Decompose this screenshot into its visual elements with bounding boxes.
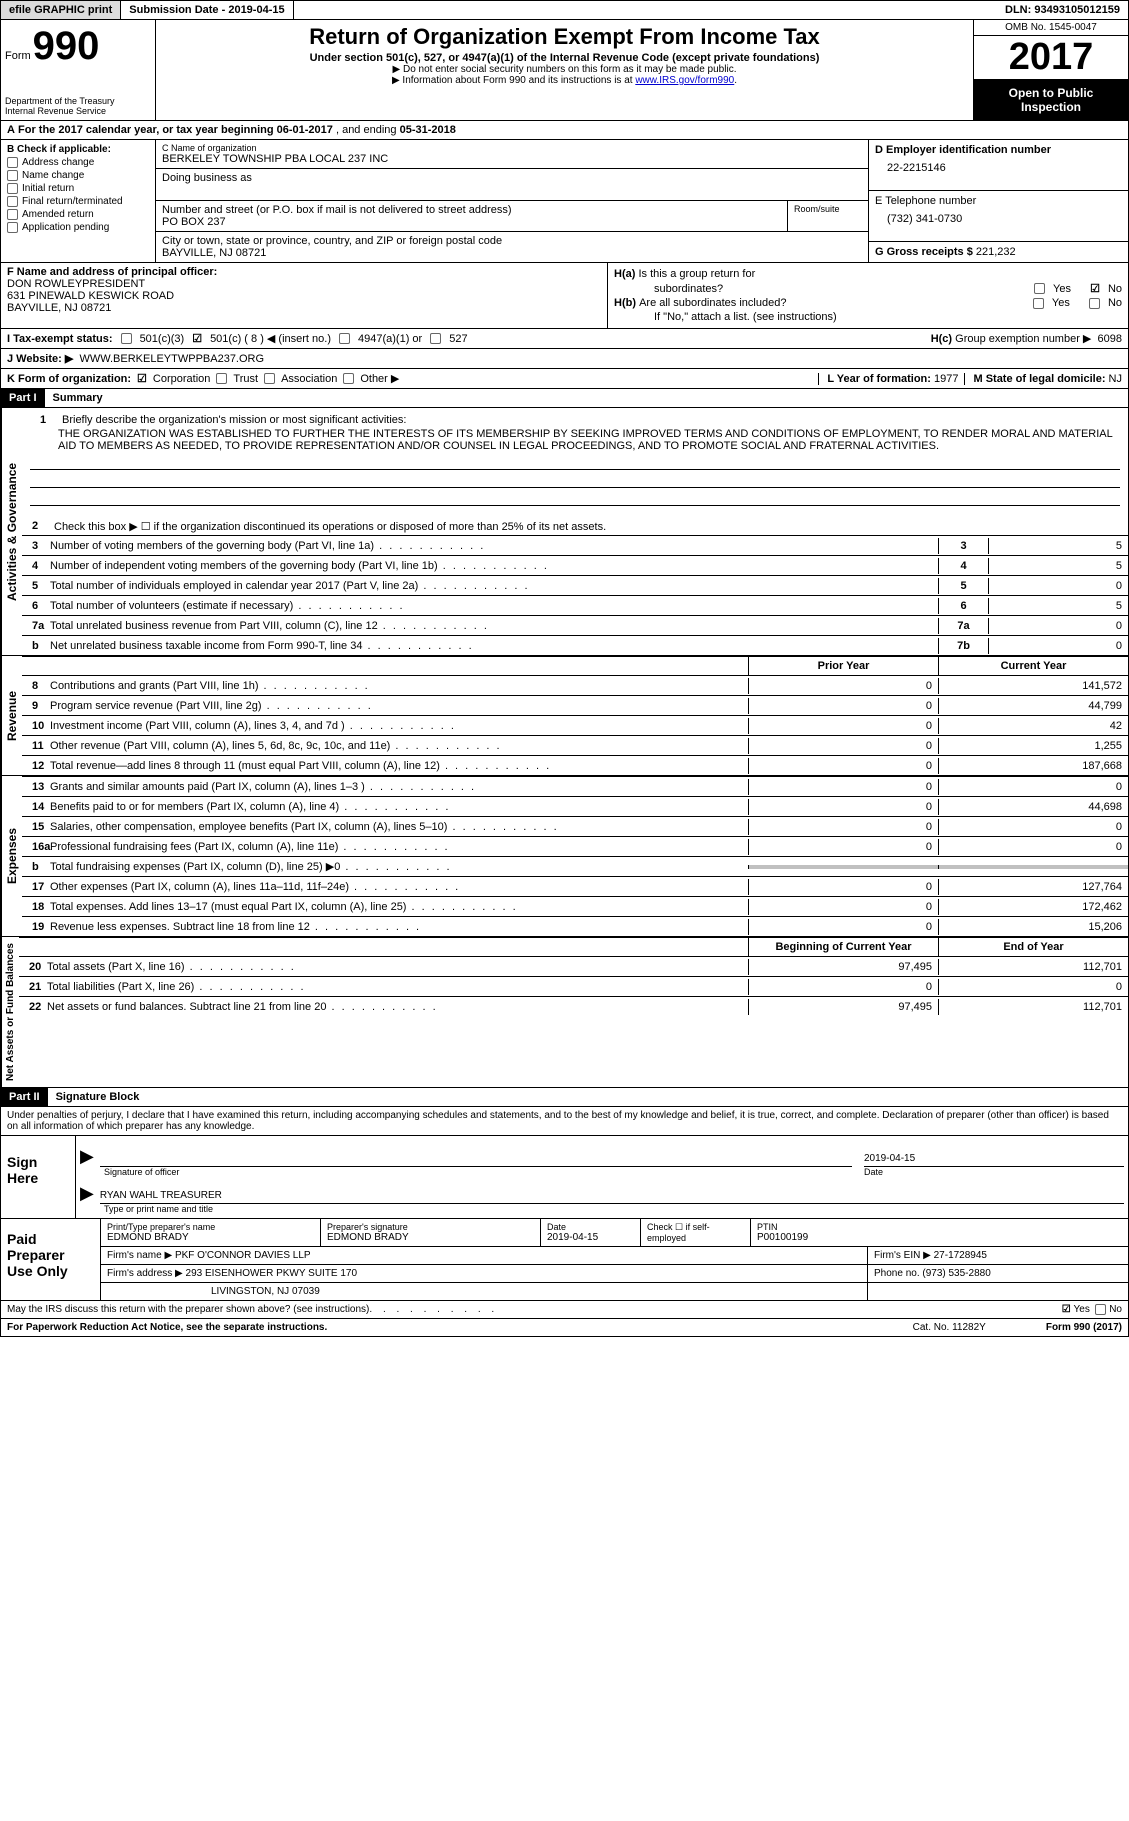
activities-governance-label: Activities & Governance bbox=[1, 408, 22, 655]
summary-line: 21Total liabilities (Part X, line 26)00 bbox=[19, 976, 1128, 996]
summary-line: 16aProfessional fundraising fees (Part I… bbox=[22, 836, 1128, 856]
summary-line: 4Number of independent voting members of… bbox=[22, 555, 1128, 575]
instruction-1: ▶ Do not enter social security numbers o… bbox=[160, 64, 969, 75]
perjury-statement: Under penalties of perjury, I declare th… bbox=[1, 1107, 1128, 1136]
principal-officer: F Name and address of principal officer:… bbox=[1, 263, 608, 328]
expenses-label: Expenses bbox=[1, 776, 22, 936]
ein-box: D Employer identification number 22-2215… bbox=[869, 140, 1128, 191]
top-bar: efile GRAPHIC print Submission Date - 20… bbox=[0, 0, 1129, 20]
summary-line: bNet unrelated business taxable income f… bbox=[22, 635, 1128, 655]
row-i-tax-status: I Tax-exempt status: 501(c)(3) ☑501(c) (… bbox=[0, 329, 1129, 349]
open-inspection: Open to Public Inspection bbox=[974, 80, 1128, 120]
checkbox[interactable] bbox=[7, 183, 18, 194]
submission-date: Submission Date - 2019-04-15 bbox=[121, 1, 293, 19]
tax-year: 2017 bbox=[974, 36, 1128, 80]
summary-line: 20Total assets (Part X, line 16)97,49511… bbox=[19, 956, 1128, 976]
paid-preparer: Paid Preparer Use Only Print/Type prepar… bbox=[1, 1218, 1128, 1300]
summary-line: 22Net assets or fund balances. Subtract … bbox=[19, 996, 1128, 1016]
sig-date: 2019-04-15 bbox=[864, 1153, 1124, 1167]
summary-line: 8Contributions and grants (Part VIII, li… bbox=[22, 675, 1128, 695]
checkbox[interactable] bbox=[1089, 298, 1100, 309]
section-f-h: F Name and address of principal officer:… bbox=[0, 263, 1129, 329]
omb-number: OMB No. 1545-0047 bbox=[974, 20, 1128, 36]
signature-block: Under penalties of perjury, I declare th… bbox=[0, 1107, 1129, 1319]
checkbox[interactable] bbox=[121, 333, 132, 344]
city-box: City or town, state or province, country… bbox=[156, 232, 868, 262]
part-1-header: Part I Summary bbox=[0, 389, 1129, 408]
h-b: H(b) Are all subordinates included? Yes … bbox=[614, 297, 1122, 309]
check-applicable: B Check if applicable: Address change Na… bbox=[1, 140, 156, 262]
form-header: Form 990 Department of the Treasury Inte… bbox=[0, 20, 1129, 121]
summary-line: 5Total number of individuals employed in… bbox=[22, 575, 1128, 595]
checkbox[interactable] bbox=[430, 333, 441, 344]
row-j-website: J Website: ▶ WWW.BERKELEYTWPPBA237.ORG bbox=[0, 349, 1129, 369]
summary-line: 18Total expenses. Add lines 13–17 (must … bbox=[22, 896, 1128, 916]
phone-box: E Telephone number (732) 341-0730 bbox=[869, 191, 1128, 242]
summary-line: 12Total revenue—add lines 8 through 11 (… bbox=[22, 755, 1128, 775]
gross-receipts: G Gross receipts $ 221,232 bbox=[869, 242, 1128, 262]
summary-line: bTotal fundraising expenses (Part IX, co… bbox=[22, 856, 1128, 876]
org-name-box: C Name of organization BERKELEY TOWNSHIP… bbox=[156, 140, 868, 169]
sign-here-label: Sign Here bbox=[1, 1136, 76, 1218]
summary-line: 19Revenue less expenses. Subtract line 1… bbox=[22, 916, 1128, 936]
checkbox[interactable] bbox=[7, 222, 18, 233]
summary-line: 9Program service revenue (Part VIII, lin… bbox=[22, 695, 1128, 715]
checkbox[interactable] bbox=[1033, 298, 1044, 309]
mission-block: 1 Briefly describe the organization's mi… bbox=[22, 408, 1128, 510]
summary-line: 10Investment income (Part VIII, column (… bbox=[22, 715, 1128, 735]
dln: DLN: 93493105012159 bbox=[997, 1, 1128, 19]
prior-current-header: Prior Year Current Year bbox=[22, 656, 1128, 675]
dba-box: Doing business as bbox=[156, 169, 868, 201]
name-title-field: RYAN WAHL TREASURER bbox=[100, 1190, 1124, 1204]
summary-line: 17Other expenses (Part IX, column (A), l… bbox=[22, 876, 1128, 896]
begin-end-header: Beginning of Current Year End of Year bbox=[19, 937, 1128, 956]
summary-line: 7aTotal unrelated business revenue from … bbox=[22, 615, 1128, 635]
room-suite: Room/suite bbox=[788, 201, 868, 231]
part-2-header: Part II Signature Block bbox=[0, 1088, 1129, 1107]
form-subtitle: Under section 501(c), 527, or 4947(a)(1)… bbox=[160, 52, 969, 64]
checkbox[interactable] bbox=[1095, 1304, 1106, 1315]
discuss-row: May the IRS discuss this return with the… bbox=[1, 1300, 1128, 1318]
checkbox[interactable] bbox=[339, 333, 350, 344]
checkbox[interactable] bbox=[343, 373, 354, 384]
instruction-2: ▶ Information about Form 990 and its ins… bbox=[160, 75, 969, 86]
checkbox[interactable] bbox=[7, 209, 18, 220]
summary-line: 6Total number of volunteers (estimate if… bbox=[22, 595, 1128, 615]
summary-line: 15Salaries, other compensation, employee… bbox=[22, 816, 1128, 836]
checkbox[interactable] bbox=[216, 373, 227, 384]
address-box: Number and street (or P.O. box if mail i… bbox=[156, 201, 788, 231]
checkbox[interactable] bbox=[7, 170, 18, 181]
summary-line: 11Other revenue (Part VIII, column (A), … bbox=[22, 735, 1128, 755]
footer: For Paperwork Reduction Act Notice, see … bbox=[0, 1319, 1129, 1337]
form-title: Return of Organization Exempt From Incom… bbox=[160, 24, 969, 50]
summary-line: 13Grants and similar amounts paid (Part … bbox=[22, 776, 1128, 796]
checkbox[interactable] bbox=[1034, 283, 1045, 294]
summary-line: 3Number of voting members of the governi… bbox=[22, 535, 1128, 555]
line-a: A For the 2017 calendar year, or tax yea… bbox=[0, 121, 1129, 140]
summary-line: 14Benefits paid to or for members (Part … bbox=[22, 796, 1128, 816]
irs-link[interactable]: www.IRS.gov/form990 bbox=[635, 75, 734, 86]
revenue-label: Revenue bbox=[1, 656, 22, 775]
checkbox[interactable] bbox=[7, 196, 18, 207]
net-assets-label: Net Assets or Fund Balances bbox=[1, 937, 19, 1087]
h-c: H(c) Group exemption number ▶ 6098 bbox=[931, 332, 1122, 345]
row-k-form-org: K Form of organization: ☑Corporation Tru… bbox=[0, 369, 1129, 389]
form-number: Form 990 bbox=[5, 24, 151, 69]
print-button[interactable]: efile GRAPHIC print bbox=[1, 1, 121, 19]
checkbox[interactable] bbox=[264, 373, 275, 384]
dept-text: Department of the Treasury Internal Reve… bbox=[5, 96, 115, 116]
section-b-to-g: B Check if applicable: Address change Na… bbox=[0, 140, 1129, 263]
checkbox[interactable] bbox=[7, 157, 18, 168]
h-a: H(a) Is this a group return for bbox=[614, 268, 1122, 280]
